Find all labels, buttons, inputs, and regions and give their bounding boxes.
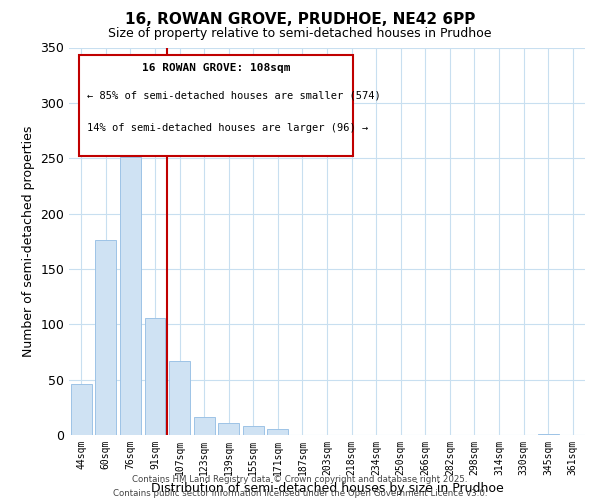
- Bar: [268, 430, 289, 435]
- Bar: [243, 426, 264, 435]
- Text: ← 85% of semi-detached houses are smaller (574): ← 85% of semi-detached houses are smalle…: [87, 90, 381, 100]
- Bar: [538, 434, 559, 435]
- Bar: [145, 318, 166, 435]
- Bar: [194, 418, 215, 435]
- Bar: [218, 423, 239, 435]
- Text: 16 ROWAN GROVE: 108sqm: 16 ROWAN GROVE: 108sqm: [142, 63, 290, 73]
- X-axis label: Distribution of semi-detached houses by size in Prudhoe: Distribution of semi-detached houses by …: [151, 482, 503, 495]
- Bar: [169, 361, 190, 435]
- Text: Contains HM Land Registry data © Crown copyright and database right 2025.
Contai: Contains HM Land Registry data © Crown c…: [113, 476, 487, 498]
- Text: 16, ROWAN GROVE, PRUDHOE, NE42 6PP: 16, ROWAN GROVE, PRUDHOE, NE42 6PP: [125, 12, 475, 28]
- Text: Size of property relative to semi-detached houses in Prudhoe: Size of property relative to semi-detach…: [108, 28, 492, 40]
- Bar: [71, 384, 92, 435]
- FancyBboxPatch shape: [79, 55, 353, 156]
- Bar: [95, 240, 116, 435]
- Text: 14% of semi-detached houses are larger (96) →: 14% of semi-detached houses are larger (…: [87, 123, 368, 133]
- Bar: [120, 157, 141, 435]
- Y-axis label: Number of semi-detached properties: Number of semi-detached properties: [22, 126, 35, 357]
